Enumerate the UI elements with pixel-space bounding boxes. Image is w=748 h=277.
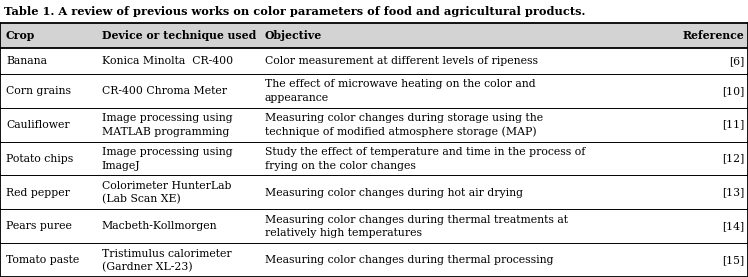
Text: Pears puree: Pears puree [6,222,72,232]
Text: [14]: [14] [722,221,744,231]
Text: Color measurement at different levels of ripeness: Color measurement at different levels of… [265,56,538,66]
Text: appearance: appearance [265,93,329,103]
Bar [0,243,748,277]
Text: Colorimeter HunterLab: Colorimeter HunterLab [102,181,231,191]
Text: Study the effect of temperature and time in the process of: Study the effect of temperature and time… [265,147,585,157]
Text: [11]: [11] [722,120,744,130]
Text: Tomato paste: Tomato paste [6,255,79,265]
Text: Konica Minolta  CR-400: Konica Minolta CR-400 [102,56,233,66]
Text: CR-400 Chroma Meter: CR-400 Chroma Meter [102,86,227,96]
Text: Table 1. A review of previous works on color parameters of food and agricultural: Table 1. A review of previous works on c… [4,6,585,17]
Bar [0,48,748,74]
Text: The effect of microwave heating on the color and: The effect of microwave heating on the c… [265,79,536,89]
Text: Measuring color changes during thermal treatments at: Measuring color changes during thermal t… [265,215,568,225]
Bar [0,108,748,142]
Text: Device or technique used: Device or technique used [102,30,256,41]
Bar [0,209,748,243]
Text: Potato chips: Potato chips [6,154,73,164]
Text: Tristimulus calorimeter: Tristimulus calorimeter [102,248,231,258]
Bar [0,22,748,48]
Text: [10]: [10] [722,86,744,96]
Text: Image processing using: Image processing using [102,147,233,157]
Bar [0,74,748,108]
Text: Objective: Objective [265,30,322,41]
Text: Measuring color changes during storage using the: Measuring color changes during storage u… [265,113,543,123]
Text: (Gardner XL-23): (Gardner XL-23) [102,262,192,272]
Text: [12]: [12] [722,153,744,163]
Text: Banana: Banana [6,56,47,66]
Text: [15]: [15] [722,255,744,265]
Text: technique of modified atmosphere storage (MAP): technique of modified atmosphere storage… [265,127,536,137]
Text: Cauliflower: Cauliflower [6,120,70,130]
Text: relatively high temperatures: relatively high temperatures [265,228,422,238]
Text: [13]: [13] [722,188,744,198]
Text: Crop: Crop [6,30,35,41]
Text: Measuring color changes during hot air drying: Measuring color changes during hot air d… [265,188,523,198]
Text: MATLAB programming: MATLAB programming [102,127,229,137]
Text: Reference: Reference [682,30,744,41]
Text: Macbeth-Kollmorgen: Macbeth-Kollmorgen [102,222,218,232]
Text: ImageJ: ImageJ [102,161,141,171]
Text: Corn grains: Corn grains [6,86,71,96]
Bar [0,142,748,175]
Text: Image processing using: Image processing using [102,113,233,123]
Text: Measuring color changes during thermal processing: Measuring color changes during thermal p… [265,255,554,265]
Text: (Lab Scan XE): (Lab Scan XE) [102,194,180,205]
Text: [6]: [6] [729,56,744,66]
Text: frying on the color changes: frying on the color changes [265,161,416,171]
Text: Red pepper: Red pepper [6,188,70,198]
Bar [0,175,748,209]
